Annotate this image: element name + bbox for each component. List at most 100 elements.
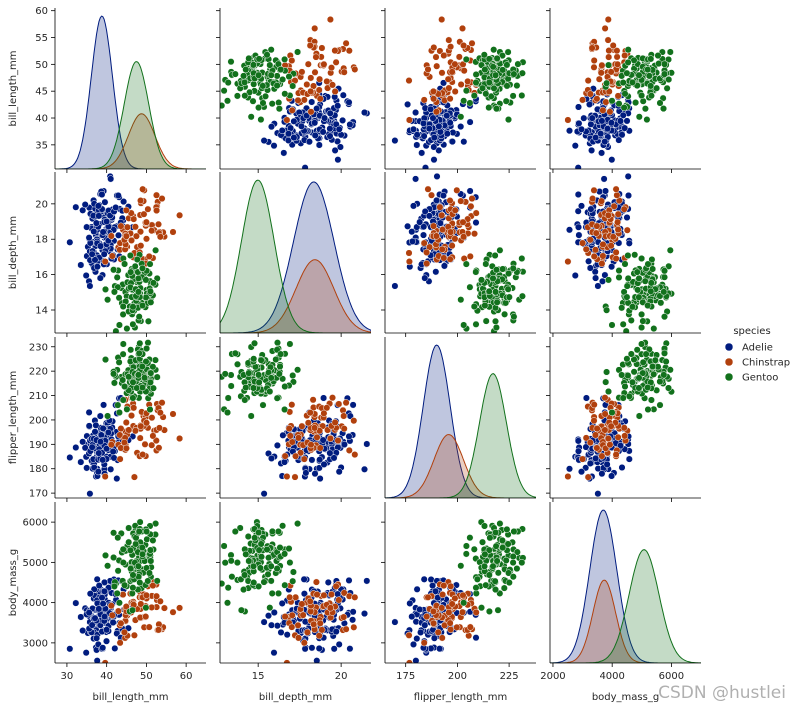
point-Gentoo	[494, 569, 502, 577]
point-Gentoo	[119, 340, 127, 348]
point-Gentoo	[281, 405, 289, 414]
point-Adelie	[297, 122, 306, 130]
point-Chinstrap	[430, 619, 438, 627]
point-Gentoo	[133, 255, 141, 264]
point-Adelie	[92, 421, 100, 429]
point-Gentoo	[627, 350, 635, 358]
point-Gentoo	[501, 310, 509, 318]
point-Adelie	[616, 117, 625, 125]
point-Adelie	[83, 223, 91, 231]
point-Chinstrap	[300, 639, 308, 647]
point-Adelie	[625, 455, 633, 463]
point-Gentoo	[245, 369, 253, 377]
y-tick-label: 210	[29, 391, 48, 402]
point-Gentoo	[645, 72, 653, 80]
point-Chinstrap	[127, 236, 136, 244]
point-Adelie	[88, 621, 96, 629]
point-Adelie	[408, 228, 416, 236]
point-Adelie	[421, 274, 429, 282]
point-Gentoo	[119, 376, 127, 384]
point-Gentoo	[274, 527, 282, 536]
point-Chinstrap	[288, 106, 296, 114]
point-Gentoo	[153, 373, 161, 381]
point-Chinstrap	[579, 455, 587, 463]
y-tick-label: 45	[35, 87, 48, 98]
point-Chinstrap	[579, 239, 587, 247]
point-Gentoo	[473, 575, 481, 583]
point-Gentoo	[490, 84, 498, 92]
point-Adelie	[418, 149, 426, 157]
x-tick-label: 60	[180, 671, 193, 682]
point-Gentoo	[639, 369, 647, 377]
point-Gentoo	[470, 92, 478, 100]
point-Chinstrap	[436, 203, 444, 211]
point-Adelie	[413, 635, 421, 643]
point-Gentoo	[127, 346, 135, 354]
point-Gentoo	[608, 97, 616, 105]
point-Chinstrap	[108, 252, 116, 260]
point-Gentoo	[268, 589, 276, 597]
panel-marks	[391, 518, 527, 663]
point-Adelie	[260, 137, 268, 145]
point-Chinstrap	[316, 444, 324, 452]
point-Adelie	[302, 469, 310, 477]
point-Gentoo	[498, 536, 506, 544]
point-Chinstrap	[310, 620, 318, 628]
point-Adelie	[102, 637, 111, 645]
point-Gentoo	[623, 355, 631, 363]
point-Gentoo	[460, 599, 468, 607]
point-Chinstrap	[169, 608, 177, 616]
point-Gentoo	[142, 276, 150, 284]
point-Gentoo	[138, 383, 147, 392]
point-Chinstrap	[281, 613, 289, 621]
point-Adelie	[85, 234, 93, 242]
point-Chinstrap	[423, 260, 431, 268]
point-Gentoo	[115, 358, 123, 366]
point-Gentoo	[644, 260, 652, 268]
point-Chinstrap	[158, 195, 166, 203]
point-Gentoo	[115, 321, 123, 329]
point-Adelie	[420, 575, 428, 583]
point-Gentoo	[477, 604, 486, 612]
point-Gentoo	[136, 579, 144, 587]
point-Chinstrap	[132, 232, 140, 240]
point-Gentoo	[482, 90, 490, 98]
x-tick-label: 15	[252, 671, 265, 682]
point-Adelie	[587, 205, 595, 213]
point-Gentoo	[660, 273, 669, 281]
point-Gentoo	[500, 584, 508, 592]
point-Chinstrap	[156, 597, 164, 605]
point-Chinstrap	[145, 623, 153, 631]
point-Adelie	[419, 119, 428, 127]
point-Adelie	[66, 645, 74, 653]
point-Chinstrap	[176, 211, 184, 219]
point-Gentoo	[481, 301, 489, 310]
point-Gentoo	[241, 78, 249, 86]
point-Adelie	[88, 250, 96, 258]
point-Adelie	[565, 226, 574, 234]
point-Adelie	[448, 138, 456, 146]
point-Chinstrap	[335, 400, 343, 408]
point-Chinstrap	[589, 195, 597, 203]
point-Adelie	[109, 618, 117, 627]
point-Adelie	[601, 271, 609, 279]
point-Gentoo	[462, 542, 470, 550]
point-Gentoo	[621, 382, 629, 391]
point-Adelie	[421, 164, 430, 169]
panel-flipper_length_mm-vs-flipper_length_mm	[384, 337, 536, 502]
point-Gentoo	[481, 66, 489, 74]
point-Chinstrap	[332, 582, 340, 590]
point-Adelie	[588, 114, 596, 122]
point-Adelie	[99, 456, 107, 464]
point-Gentoo	[644, 66, 652, 74]
point-Chinstrap	[311, 424, 319, 432]
point-Gentoo	[273, 72, 281, 80]
kde-Adelie	[550, 509, 701, 663]
point-Gentoo	[153, 274, 161, 282]
panel-marks	[385, 344, 536, 498]
point-Chinstrap	[472, 608, 480, 616]
point-Gentoo	[141, 374, 149, 382]
point-Chinstrap	[614, 210, 622, 218]
point-Chinstrap	[426, 243, 434, 251]
